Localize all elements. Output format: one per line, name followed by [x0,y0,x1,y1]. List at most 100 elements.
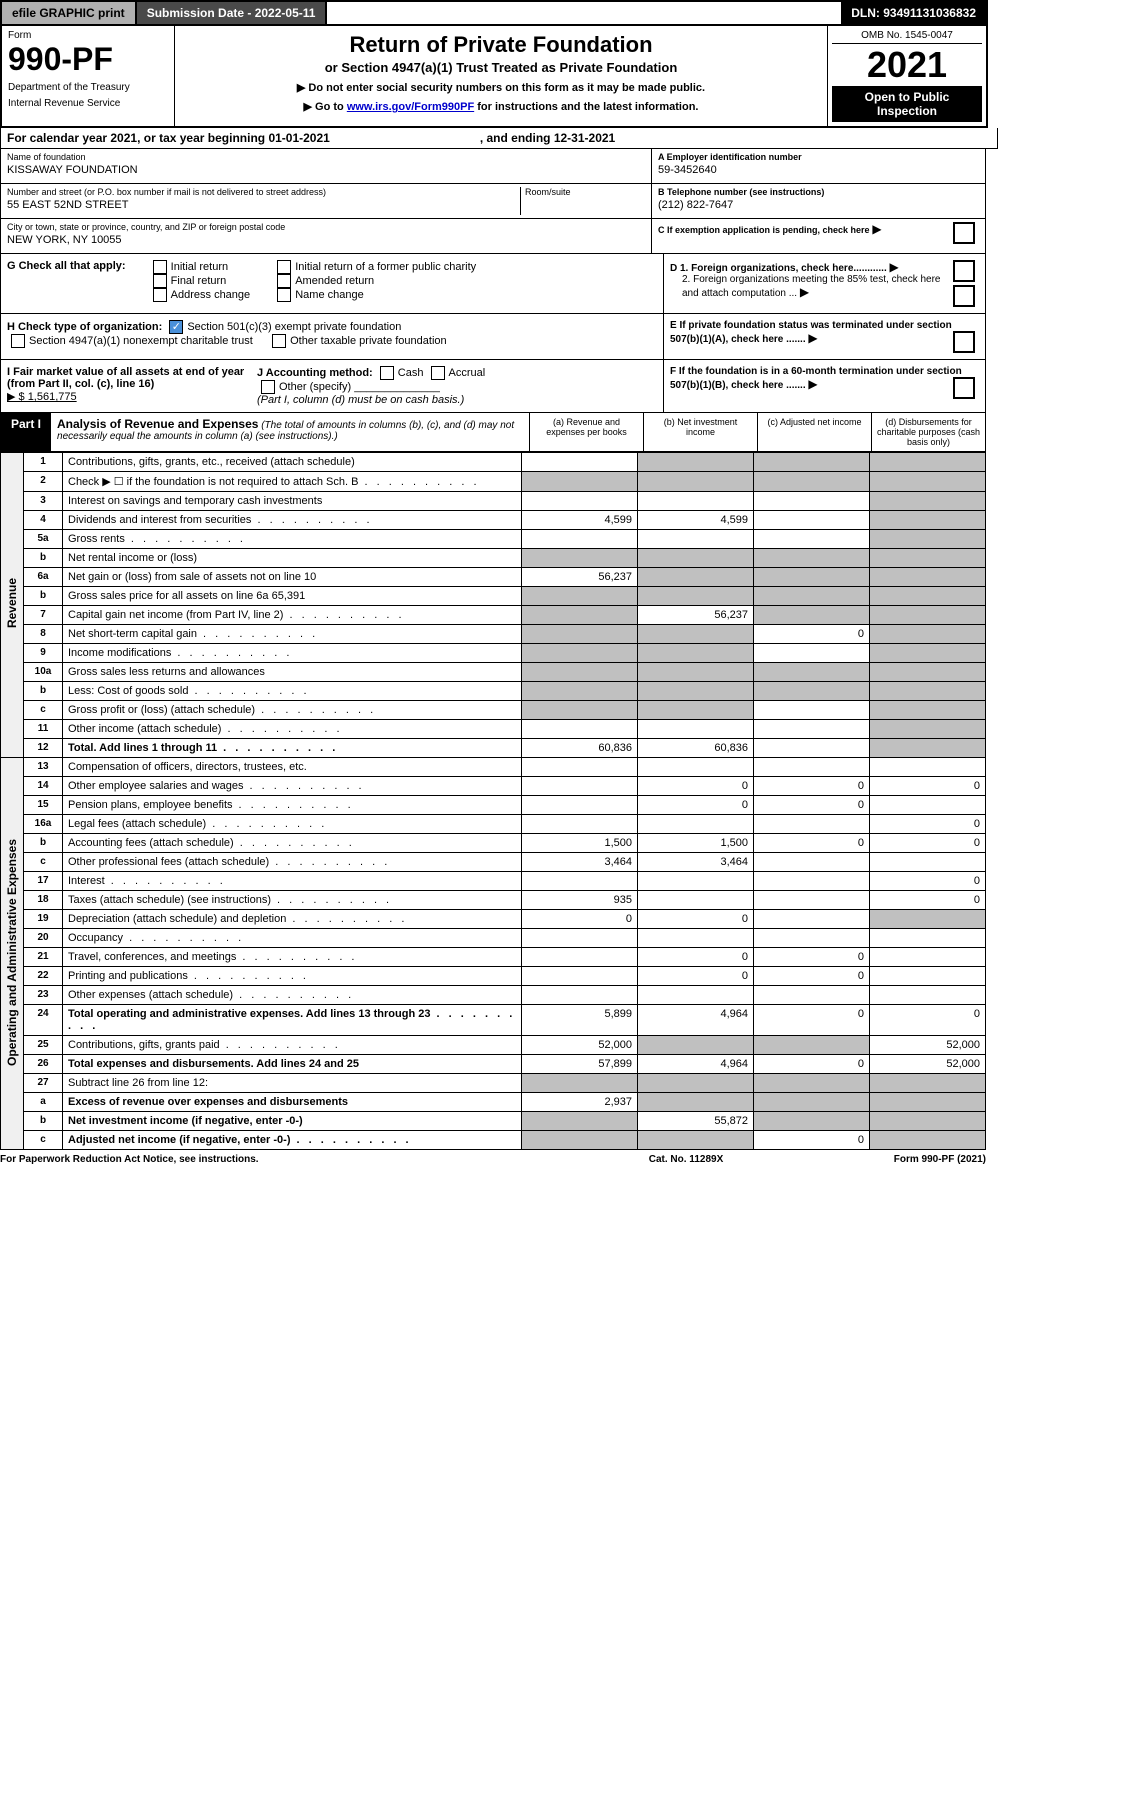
val-cell: 0 [754,1005,870,1036]
efile-print[interactable]: efile GRAPHIC print [2,2,137,24]
d2-checkbox[interactable] [953,285,975,307]
d1-checkbox[interactable] [953,260,975,282]
val-cell [638,758,754,777]
table-row: 21Travel, conferences, and meetings00 [1,948,986,967]
val-cell [522,720,638,739]
val-cell: 0 [870,891,986,910]
row-num: 14 [24,777,63,796]
omb-number: OMB No. 1545-0047 [832,30,982,44]
other-taxable-checkbox[interactable] [272,334,286,348]
row-num: b [24,682,63,701]
check-ij-row: I Fair market value of all assets at end… [0,360,986,413]
address-change-checkbox[interactable] [153,288,167,302]
name-value: KISSAWAY FOUNDATION [7,164,645,176]
f-checkbox[interactable] [953,377,975,399]
row-desc: Net gain or (loss) from sale of assets n… [63,568,522,587]
val-cell [522,929,638,948]
arrow-icon: ▶ [808,331,817,345]
val-cell [754,549,870,568]
table-row: 6aNet gain or (loss) from sale of assets… [1,568,986,587]
form-table: Revenue1Contributions, gifts, grants, et… [0,452,986,1150]
irs-link[interactable]: www.irs.gov/Form990PF [347,101,474,113]
val-cell [754,682,870,701]
row-num: c [24,853,63,872]
row-num: 19 [24,910,63,929]
row-num: 7 [24,606,63,625]
goto-link-row: ▶ Go to www.irs.gov/Form990PF for instru… [181,100,821,113]
table-row: 4Dividends and interest from securities4… [1,511,986,530]
accrual-checkbox[interactable] [431,366,445,380]
name-change-checkbox[interactable] [277,288,291,302]
val-cell: 52,000 [522,1036,638,1055]
val-cell [754,720,870,739]
d1-row: D 1. Foreign organizations, check here..… [670,260,979,274]
city-cell: City or town, state or province, country… [1,219,651,253]
row-num: 2 [24,472,63,492]
val-cell [638,986,754,1005]
val-cell [638,682,754,701]
val-cell [870,644,986,663]
val-cell: 0 [638,796,754,815]
cash-checkbox[interactable] [380,366,394,380]
val-cell: 3,464 [522,853,638,872]
header-mid: Return of Private Foundation or Section … [175,26,827,126]
goto-pre: ▶ Go to [304,101,347,113]
final-return-checkbox[interactable] [153,274,167,288]
val-cell: 0 [522,910,638,929]
row-num: 1 [24,453,63,472]
val-cell: 0 [638,948,754,967]
exemption-checkbox[interactable] [953,222,975,244]
h-label: H Check type of organization: [7,321,162,333]
val-cell: 0 [870,1005,986,1036]
table-row: 23Other expenses (attach schedule) [1,986,986,1005]
val-cell [870,1093,986,1112]
row-desc: Travel, conferences, and meetings [63,948,522,967]
4947-checkbox[interactable] [11,334,25,348]
table-row: 16aLegal fees (attach schedule)0 [1,815,986,834]
val-cell [754,568,870,587]
val-cell [638,587,754,606]
row-num: 11 [24,720,63,739]
val-cell [870,549,986,568]
4947: Section 4947(a)(1) nonexempt charitable … [29,335,253,347]
arrow-icon: ▶ [800,285,809,299]
val-cell: 0 [754,625,870,644]
val-cell [870,853,986,872]
table-row: bLess: Cost of goods sold [1,682,986,701]
val-cell [870,910,986,929]
e-checkbox[interactable] [953,331,975,353]
d2-row: 2. Foreign organizations meeting the 85%… [670,274,979,299]
val-cell [638,644,754,663]
amended-return-checkbox[interactable] [277,274,291,288]
val-cell [638,891,754,910]
initial-former-checkbox[interactable] [277,260,291,274]
table-row: 22Printing and publications00 [1,967,986,986]
initial-return-checkbox[interactable] [153,260,167,274]
val-cell [870,701,986,720]
header-right: OMB No. 1545-0047 2021 Open to Public In… [827,26,986,126]
val-cell [522,663,638,682]
val-cell: 0 [754,834,870,853]
tax-year: 2021 [832,44,982,86]
calendar-post: , and ending 12-31-2021 [480,131,615,145]
val-cell [754,853,870,872]
val-cell [870,720,986,739]
row-num: 18 [24,891,63,910]
501c3-checkbox[interactable] [169,320,183,334]
other-method-checkbox[interactable] [261,380,275,394]
val-cell [870,948,986,967]
ssn-warning: ▶ Do not enter social security numbers o… [181,81,821,94]
row-desc: Contributions, gifts, grants, etc., rece… [63,453,522,472]
val-cell: 0 [754,777,870,796]
part1-desc: Analysis of Revenue and Expenses (The to… [51,413,529,451]
row-num: b [24,1112,63,1131]
val-cell [522,796,638,815]
val-cell [522,701,638,720]
table-row: 18Taxes (attach schedule) (see instructi… [1,891,986,910]
val-cell [754,910,870,929]
ein-value: 59-3452640 [658,164,979,176]
row-desc: Net short-term capital gain [63,625,522,644]
exemption-label: C If exemption application is pending, c… [658,225,870,235]
row-desc: Net rental income or (loss) [63,549,522,568]
row-desc: Dividends and interest from securities [63,511,522,530]
